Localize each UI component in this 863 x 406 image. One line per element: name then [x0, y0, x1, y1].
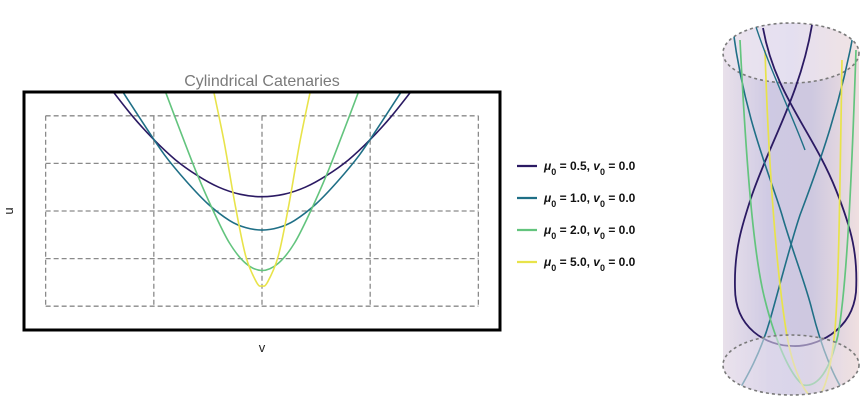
cylinder-top-cap: [722, 22, 860, 84]
legend-label: μ0 = 2.0, v0 = 0.0: [543, 223, 636, 241]
legend-item: μ0 = 0.5, v0 = 0.0: [517, 159, 636, 177]
grid: [44, 115, 480, 307]
legend-label: μ0 = 1.0, v0 = 0.0: [543, 191, 636, 209]
chart-title: Cylindrical Catenaries: [184, 73, 340, 90]
legend: μ0 = 0.5, v0 = 0.0 μ0 = 1.0, v0 = 0.0 μ0 =…: [517, 159, 636, 273]
cylinder-curve-top-teal: [754, 23, 806, 151]
legend-item: μ0 = 2.0, v0 = 0.0: [517, 223, 636, 241]
cylinder-body: [723, 23, 859, 395]
cylinder-curve-mu50: [764, 49, 843, 395]
series-line-mu0-2.0: [164, 92, 360, 272]
curves: [112, 92, 412, 287]
chart: Cylindrical Catenaries v u μ0 = 0.5, v0 …: [1, 73, 636, 355]
y-axis-label: u: [1, 207, 16, 214]
legend-label: μ0 = 0.5, v0 = 0.0: [543, 159, 636, 177]
legend-item: μ0 = 5.0, v0 = 0.0: [517, 255, 636, 273]
legend-label: μ0 = 5.0, v0 = 0.0: [543, 255, 636, 273]
legend-item: μ0 = 1.0, v0 = 0.0: [517, 191, 636, 209]
series-line-mu0-5.0: [213, 92, 311, 287]
cylinder-3d-view: [722, 22, 860, 396]
x-axis-label: v: [259, 340, 266, 355]
plot-frame: [22, 90, 502, 332]
series-line-mu0-0.5: [112, 92, 412, 198]
series-line-mu0-1.0: [121, 92, 403, 231]
cylinder-bottom-cap: [722, 334, 860, 396]
